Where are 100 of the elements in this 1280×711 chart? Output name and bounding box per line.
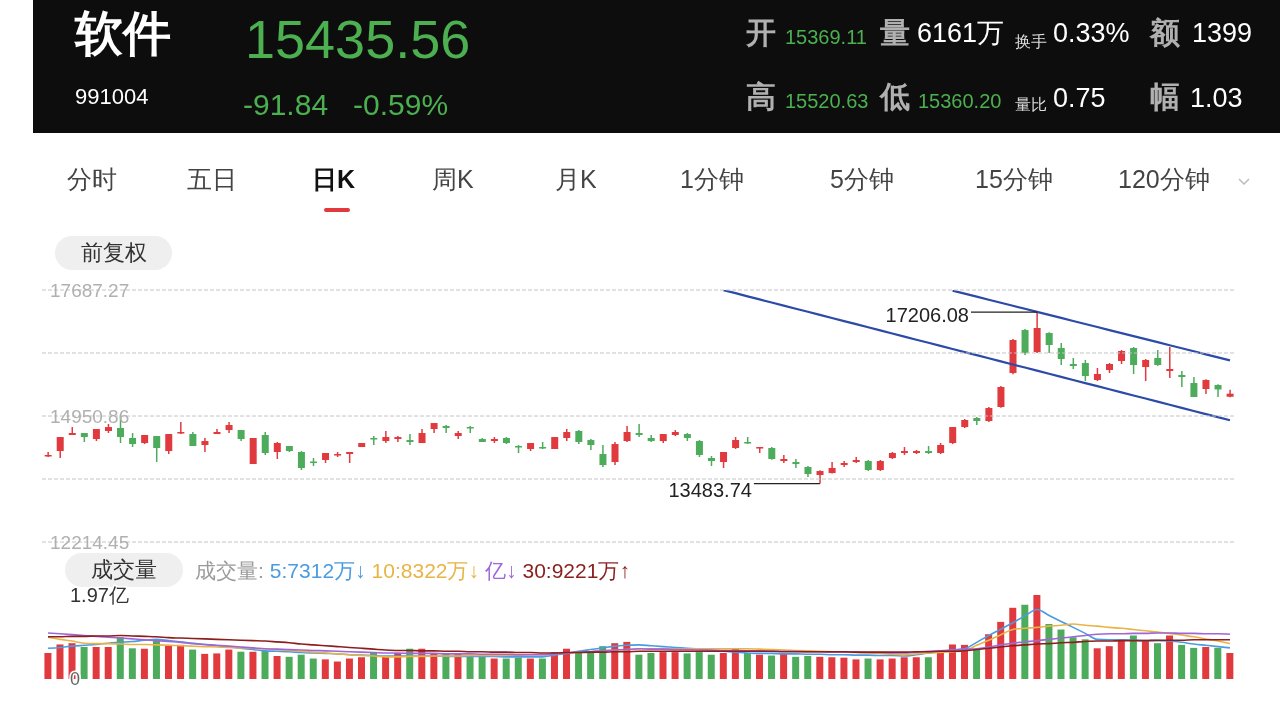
bar bbox=[249, 651, 257, 679]
text: 991004 bbox=[75, 84, 149, 109]
bar bbox=[345, 658, 353, 679]
y-tick-label: 12214.45 bbox=[50, 531, 130, 553]
bar bbox=[165, 644, 173, 679]
bar bbox=[1129, 635, 1137, 679]
candlestick bbox=[997, 385, 1005, 409]
annotation: 17206.08 bbox=[885, 304, 969, 327]
bar bbox=[1166, 635, 1174, 679]
text: 月K bbox=[555, 165, 597, 193]
line-series bbox=[722, 290, 1232, 422]
y-tick-label: 1.97亿 bbox=[70, 584, 129, 606]
bar bbox=[1117, 639, 1125, 679]
text: 换手 bbox=[1015, 33, 1047, 50]
bar bbox=[104, 647, 112, 679]
text: 5:7312万↓ bbox=[269, 558, 366, 584]
bar bbox=[201, 653, 209, 679]
text: 15分钟 bbox=[975, 165, 1053, 193]
bar bbox=[44, 652, 52, 679]
text: 15369.11 bbox=[785, 26, 867, 48]
bar bbox=[285, 656, 293, 679]
text: 1.03 bbox=[1190, 83, 1243, 113]
bar bbox=[177, 644, 185, 679]
bar bbox=[659, 652, 667, 679]
bar bbox=[912, 657, 920, 679]
bar bbox=[1178, 644, 1186, 679]
bar bbox=[261, 650, 269, 679]
bar bbox=[128, 648, 136, 679]
text: 1399 bbox=[1192, 18, 1253, 48]
candlestick bbox=[780, 454, 788, 464]
text: 分时 bbox=[67, 165, 117, 193]
candlestick bbox=[406, 433, 414, 446]
bar bbox=[1033, 595, 1041, 679]
y-tick-label: 17687.27 bbox=[50, 279, 130, 301]
bar bbox=[526, 658, 534, 679]
candlestick bbox=[1166, 346, 1174, 379]
candlestick bbox=[1178, 370, 1186, 388]
bar bbox=[1081, 639, 1089, 679]
text: 15520.63 bbox=[785, 90, 869, 112]
bar bbox=[973, 648, 981, 679]
candlestick bbox=[1214, 383, 1222, 398]
bar bbox=[671, 652, 679, 679]
candlestick bbox=[635, 423, 643, 438]
bar bbox=[538, 658, 546, 679]
candlestick bbox=[297, 450, 305, 471]
bar bbox=[140, 648, 148, 679]
bar bbox=[768, 655, 776, 679]
bar bbox=[1141, 641, 1149, 679]
bar bbox=[490, 658, 498, 679]
text: 幅 bbox=[1150, 80, 1180, 113]
text: -0.59% bbox=[353, 88, 449, 121]
bar bbox=[370, 652, 378, 679]
bar bbox=[1057, 629, 1065, 679]
text: 量比 bbox=[1015, 96, 1047, 113]
text: 120分钟 bbox=[1118, 165, 1210, 193]
bar bbox=[1214, 647, 1222, 679]
bar bbox=[828, 657, 836, 679]
bar bbox=[1105, 646, 1113, 679]
text: 软件 bbox=[75, 7, 171, 60]
text: 30:9221万↑ bbox=[522, 558, 630, 584]
bar bbox=[189, 649, 197, 679]
candlestick bbox=[153, 435, 161, 463]
bar bbox=[900, 657, 908, 679]
bar bbox=[852, 659, 860, 679]
text: 高 bbox=[746, 80, 776, 113]
text: 0.33% bbox=[1053, 18, 1130, 48]
candlestick bbox=[261, 431, 269, 456]
bar bbox=[502, 658, 510, 679]
bar bbox=[804, 655, 812, 679]
text: 五日 bbox=[187, 165, 237, 193]
candlestick bbox=[1130, 346, 1138, 375]
candlestick bbox=[1142, 358, 1150, 382]
bar bbox=[514, 657, 522, 679]
bar bbox=[780, 653, 788, 679]
bar bbox=[755, 654, 763, 679]
bar bbox=[225, 649, 233, 679]
bar bbox=[563, 648, 571, 679]
bar bbox=[1069, 637, 1077, 679]
candlestick bbox=[1081, 359, 1089, 382]
text: -91.84 bbox=[243, 88, 329, 121]
bar bbox=[478, 656, 486, 679]
text: 前复权 bbox=[80, 240, 147, 265]
bar bbox=[56, 644, 64, 679]
bar bbox=[575, 650, 583, 679]
bar bbox=[695, 652, 703, 679]
text: 15360.20 bbox=[918, 90, 1002, 112]
bar bbox=[273, 655, 281, 679]
text: 日K bbox=[312, 165, 356, 193]
bar bbox=[1009, 607, 1017, 679]
bar bbox=[743, 652, 751, 679]
bar bbox=[587, 651, 595, 679]
bar bbox=[635, 654, 643, 679]
bar bbox=[80, 647, 88, 679]
bar bbox=[1045, 623, 1053, 679]
text: 6161万 bbox=[917, 18, 1005, 48]
bar bbox=[1190, 647, 1198, 679]
bar bbox=[792, 656, 800, 679]
candlestick bbox=[165, 433, 173, 455]
bar bbox=[382, 655, 390, 679]
bar bbox=[92, 647, 100, 679]
